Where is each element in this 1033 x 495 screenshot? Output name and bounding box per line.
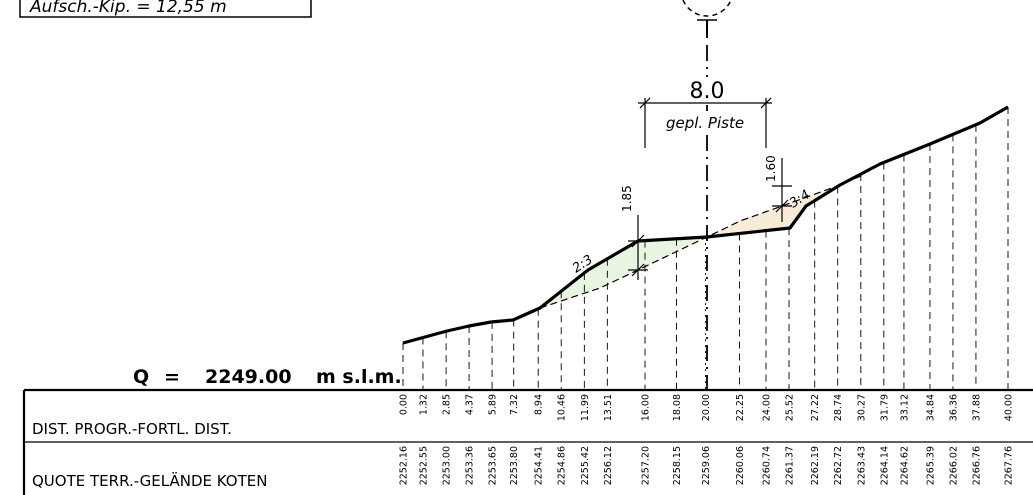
piste-width-value: 8.0 xyxy=(690,79,725,104)
station-distance: 0.00 xyxy=(399,394,410,415)
distance-row-label: DIST. PROGR.-FORTL. DIST. xyxy=(32,420,232,438)
station-elevation: 2254.41 xyxy=(534,446,545,485)
station-distance: 33.12 xyxy=(899,394,910,421)
station-distance: 7.32 xyxy=(509,394,520,415)
station-distance: 5.89 xyxy=(488,394,499,415)
station-distance: 20.00 xyxy=(701,394,712,421)
station-elevation: 2256.12 xyxy=(603,446,614,485)
station-elevation: 2267.76 xyxy=(1004,446,1015,485)
terrain-line xyxy=(402,105,1009,345)
station-lines xyxy=(402,107,1009,390)
station-elevation: 2253.80 xyxy=(509,446,520,485)
station-distance: 37.88 xyxy=(971,394,982,421)
station-elevation: 2252.16 xyxy=(399,446,410,485)
fill-height-dimension xyxy=(628,215,648,280)
station-elevation: 2257.20 xyxy=(641,446,652,485)
station-elevation: 2255.42 xyxy=(580,446,591,485)
design-line xyxy=(539,174,864,309)
station-distance: 11.99 xyxy=(580,394,591,421)
station-distance: 27.22 xyxy=(810,394,821,421)
station-distance: 36.36 xyxy=(948,394,959,421)
datum-equals: = xyxy=(164,366,180,388)
station-elevation: 2253.36 xyxy=(465,446,476,485)
station-distance: 2.85 xyxy=(442,394,453,415)
station-elevation: 2266.76 xyxy=(971,446,982,485)
datum-q: Q xyxy=(133,366,149,388)
station-elevation: 2260.06 xyxy=(735,446,746,485)
station-distance: 30.27 xyxy=(856,394,867,421)
station-elevation: 2253.65 xyxy=(488,446,499,485)
elevation-row-label: QUOTE TERR.-GELÄNDE KOTEN xyxy=(32,471,267,490)
station-distance: 10.46 xyxy=(557,394,568,421)
datum-elevation: 2249.00 xyxy=(205,366,292,388)
station-distance: 25.52 xyxy=(784,394,795,421)
station-values: 0.00 2252.16 1.32 2252.55 2.85 2253.00 4.37 225… xyxy=(399,394,1015,485)
header-box-text: Aufsch.-Kip. = 12,55 m xyxy=(29,0,227,17)
station-elevation: 2266.02 xyxy=(948,446,959,485)
station-elevation: 2262.72 xyxy=(833,446,844,485)
station-distance: 28.74 xyxy=(833,394,844,421)
station-elevation: 2253.00 xyxy=(442,446,453,485)
station-elevation: 2252.55 xyxy=(418,446,429,485)
fill-area xyxy=(540,237,707,308)
station-elevation: 2264.14 xyxy=(879,446,890,485)
station-elevation: 2260.74 xyxy=(762,446,773,485)
station-distance: 24.00 xyxy=(762,394,773,421)
station-distance: 4.37 xyxy=(465,394,476,415)
cut-height-dimension xyxy=(772,158,792,222)
piste-dimension xyxy=(638,97,772,148)
station-elevation: 2259.06 xyxy=(701,446,712,485)
station-elevation: 2261.37 xyxy=(784,446,795,485)
cut-height-value: 1.60 xyxy=(764,155,778,182)
header-box: Aufsch.-Kip. = 12,55 m xyxy=(19,0,312,18)
profile-table xyxy=(22,388,1033,495)
station-distance: 8.94 xyxy=(534,394,545,415)
station-elevation: 2262.19 xyxy=(810,446,821,485)
station-elevation: 2263.43 xyxy=(856,446,867,485)
piste-label: gepl. Piste xyxy=(666,114,744,132)
centerline-marker xyxy=(682,0,732,38)
station-elevation: 2265.39 xyxy=(925,446,936,485)
station-distance: 1.32 xyxy=(418,394,429,415)
station-distance: 18.08 xyxy=(672,394,683,421)
station-elevation: 2264.62 xyxy=(899,446,910,485)
station-distance: 16.00 xyxy=(641,394,652,421)
station-elevation: 2254.86 xyxy=(557,446,568,485)
station-distance: 31.79 xyxy=(879,394,890,421)
datum-unit: m s.l.m. xyxy=(316,366,402,388)
station-distance: 13.51 xyxy=(603,394,614,421)
station-elevation: 2258.15 xyxy=(672,446,683,485)
station-distance: 34.84 xyxy=(925,394,936,421)
cut-area xyxy=(707,185,840,237)
station-distance: 40.00 xyxy=(1004,394,1015,421)
station-distance: 22.25 xyxy=(735,394,746,421)
fill-height-value: 1.85 xyxy=(620,185,634,212)
